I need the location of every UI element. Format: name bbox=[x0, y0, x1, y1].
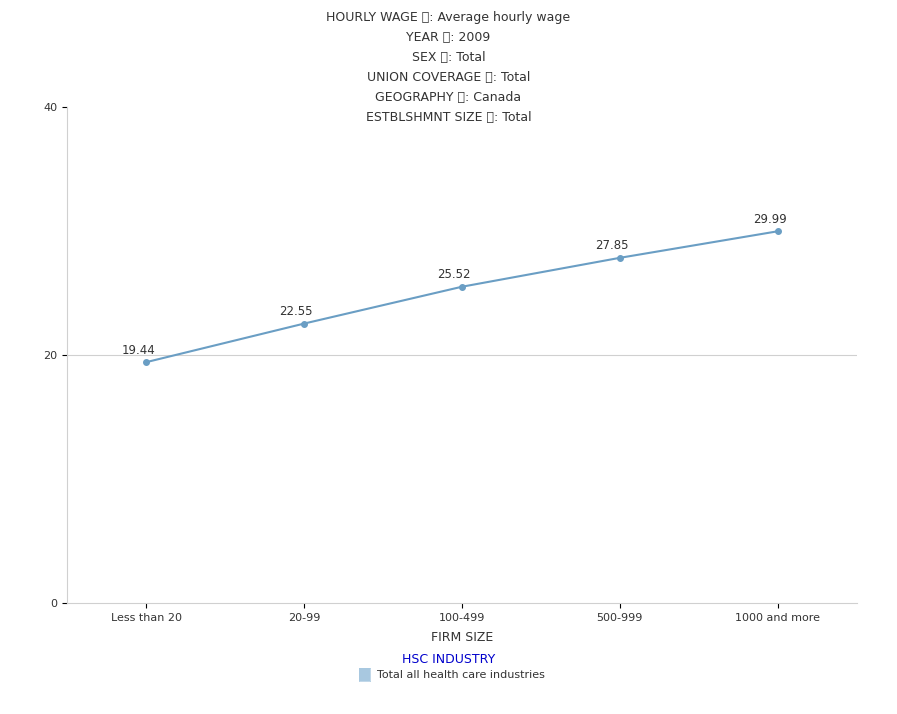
Text: ESTBLSHMNT SIZE ⓘ: Total: ESTBLSHMNT SIZE ⓘ: Total bbox=[366, 111, 531, 124]
Text: HOURLY WAGE ⓘ: Average hourly wage: HOURLY WAGE ⓘ: Average hourly wage bbox=[327, 11, 570, 24]
Text: 25.52: 25.52 bbox=[437, 268, 470, 281]
Text: GEOGRAPHY ⓘ: Canada: GEOGRAPHY ⓘ: Canada bbox=[376, 91, 521, 104]
Text: 29.99: 29.99 bbox=[753, 213, 787, 226]
Text: 19.44: 19.44 bbox=[121, 344, 155, 357]
Text: YEAR ⓘ: 2009: YEAR ⓘ: 2009 bbox=[406, 31, 491, 44]
Text: 27.85: 27.85 bbox=[595, 239, 628, 253]
Text: HSC INDUSTRY: HSC INDUSTRY bbox=[402, 653, 495, 666]
Text: Total all health care industries: Total all health care industries bbox=[378, 670, 545, 680]
X-axis label: FIRM SIZE: FIRM SIZE bbox=[431, 631, 493, 645]
Text: 22.55: 22.55 bbox=[279, 306, 312, 318]
Text: UNION COVERAGE ⓘ: Total: UNION COVERAGE ⓘ: Total bbox=[367, 71, 530, 84]
Text: SEX ⓘ: Total: SEX ⓘ: Total bbox=[412, 51, 485, 64]
